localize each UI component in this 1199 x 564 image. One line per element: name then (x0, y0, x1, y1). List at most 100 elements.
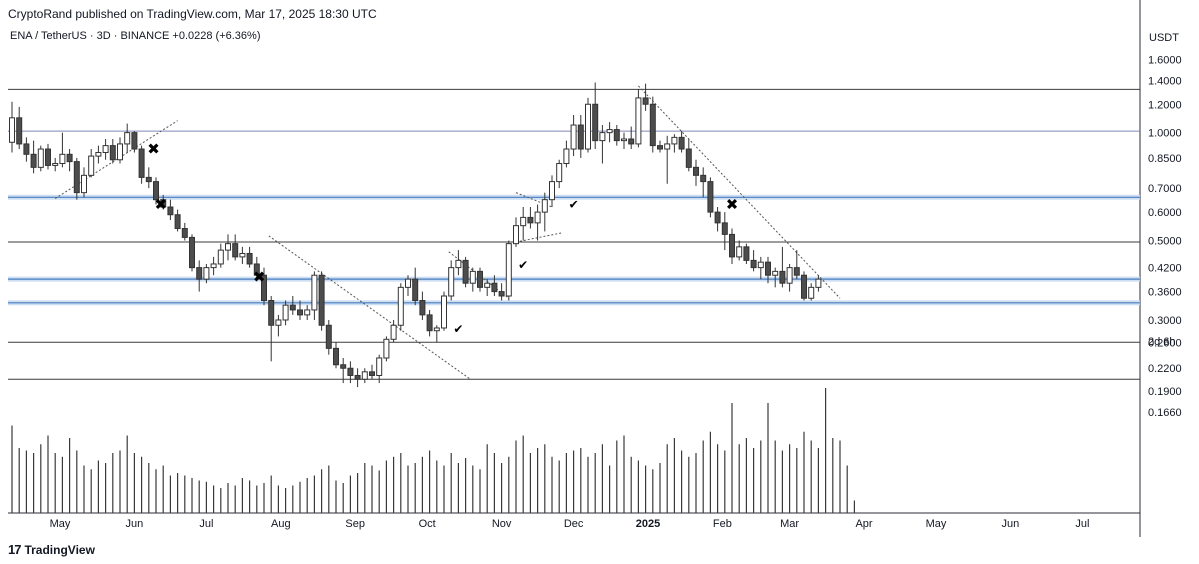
time-axis[interactable]: May Jun Jul Aug Sep Oct Nov Dec 2025 Feb Mar Apr May… (50, 518, 1090, 530)
candle (246, 246, 253, 268)
price-tick-label: 0.1660 (1148, 407, 1182, 419)
candle (239, 246, 246, 264)
candle (340, 357, 347, 384)
candle (664, 135, 671, 184)
candle-body (59, 153, 66, 165)
candle (289, 295, 296, 315)
time-tick-label: Nov (492, 518, 512, 530)
price-tick-label: 0.5000 (1148, 235, 1182, 247)
candle (649, 96, 656, 153)
candle (203, 263, 210, 284)
candle-body (189, 236, 195, 269)
candle-body (707, 181, 714, 213)
time-tick-label: May (926, 518, 947, 530)
candle-body (520, 216, 527, 227)
candle (397, 283, 404, 331)
time-tick-label: May (50, 518, 71, 530)
candle-body (246, 252, 253, 265)
candle-body (217, 249, 224, 265)
candle-body (181, 228, 188, 238)
time-tick-label: Oct (419, 518, 436, 530)
candle (750, 250, 757, 272)
candle-body (109, 145, 116, 161)
price-tick-label: 0.8500 (1148, 153, 1182, 165)
candle (628, 126, 635, 150)
candle-body (498, 291, 505, 297)
candle-body (117, 143, 123, 161)
symbol-name: ENA / TetherUS · 3D · BINANCE (10, 30, 170, 42)
candle-body (131, 132, 138, 150)
candle (333, 342, 339, 369)
candle-body (678, 136, 685, 150)
candle (729, 228, 735, 264)
candle-body (253, 263, 260, 276)
candle (743, 243, 750, 264)
price-axis-unit: USDT (1149, 32, 1179, 44)
candle (714, 207, 721, 232)
time-tick-label: Jul (199, 518, 213, 530)
candle-body (325, 324, 332, 349)
candle (210, 256, 217, 276)
candle-body (369, 371, 375, 376)
candle-body (37, 148, 44, 168)
candle-body (657, 145, 663, 150)
candle (779, 246, 786, 288)
candle (174, 209, 181, 232)
candle-body (9, 117, 15, 143)
candle (304, 305, 311, 320)
candle (815, 275, 822, 292)
horizontal-levels (8, 88, 1140, 380)
cross-marker: ✖ (155, 196, 168, 214)
candle-body (541, 199, 548, 213)
candle (268, 295, 275, 362)
candle-body (318, 274, 325, 326)
candle (124, 123, 131, 153)
candle-body (649, 103, 656, 147)
candle (678, 131, 685, 153)
candle (311, 271, 318, 320)
candle-body (729, 233, 735, 258)
candle-body (491, 282, 498, 293)
candle-body (815, 278, 822, 288)
candle-body (685, 148, 692, 168)
candle-body (635, 97, 642, 145)
candle-body (549, 181, 555, 201)
candle (491, 275, 498, 296)
candle-body (311, 274, 318, 311)
candle (131, 131, 138, 153)
trendline (54, 120, 178, 199)
candle-body (441, 295, 447, 329)
candle-body (606, 129, 613, 134)
candle-body (469, 270, 476, 284)
candle-body (81, 174, 87, 194)
candle (570, 115, 577, 157)
candle-body (232, 243, 239, 258)
candle-body (808, 286, 815, 299)
tradingview-logo[interactable]: 17 TradingView (8, 542, 95, 557)
candle-body (73, 161, 80, 194)
price-tick-label: 1.4000 (1148, 75, 1182, 87)
candle (786, 263, 793, 292)
candle-body (153, 181, 159, 201)
price-axis[interactable]: USDT 1.6000 1.4000 1.2000 1.0000 0.8500 0.7000… (1148, 32, 1182, 419)
candle-body (297, 309, 303, 316)
candle (16, 106, 23, 150)
cross-marker: ✖ (726, 196, 739, 214)
candle-body (426, 314, 433, 332)
candle (95, 145, 102, 164)
candle (167, 199, 174, 221)
candle (23, 137, 30, 162)
candle (541, 192, 548, 232)
price-tick-label: 0.4200 (1148, 263, 1182, 275)
candle (757, 256, 764, 280)
candle (534, 204, 541, 241)
price-tick-label: 0.1900 (1148, 386, 1182, 398)
candle (433, 325, 440, 343)
candle (441, 291, 447, 331)
price-tick-label: 0.6000 (1148, 207, 1182, 219)
candle-body (793, 267, 800, 276)
candle (657, 140, 663, 153)
candle (498, 283, 505, 301)
candle (297, 300, 303, 320)
